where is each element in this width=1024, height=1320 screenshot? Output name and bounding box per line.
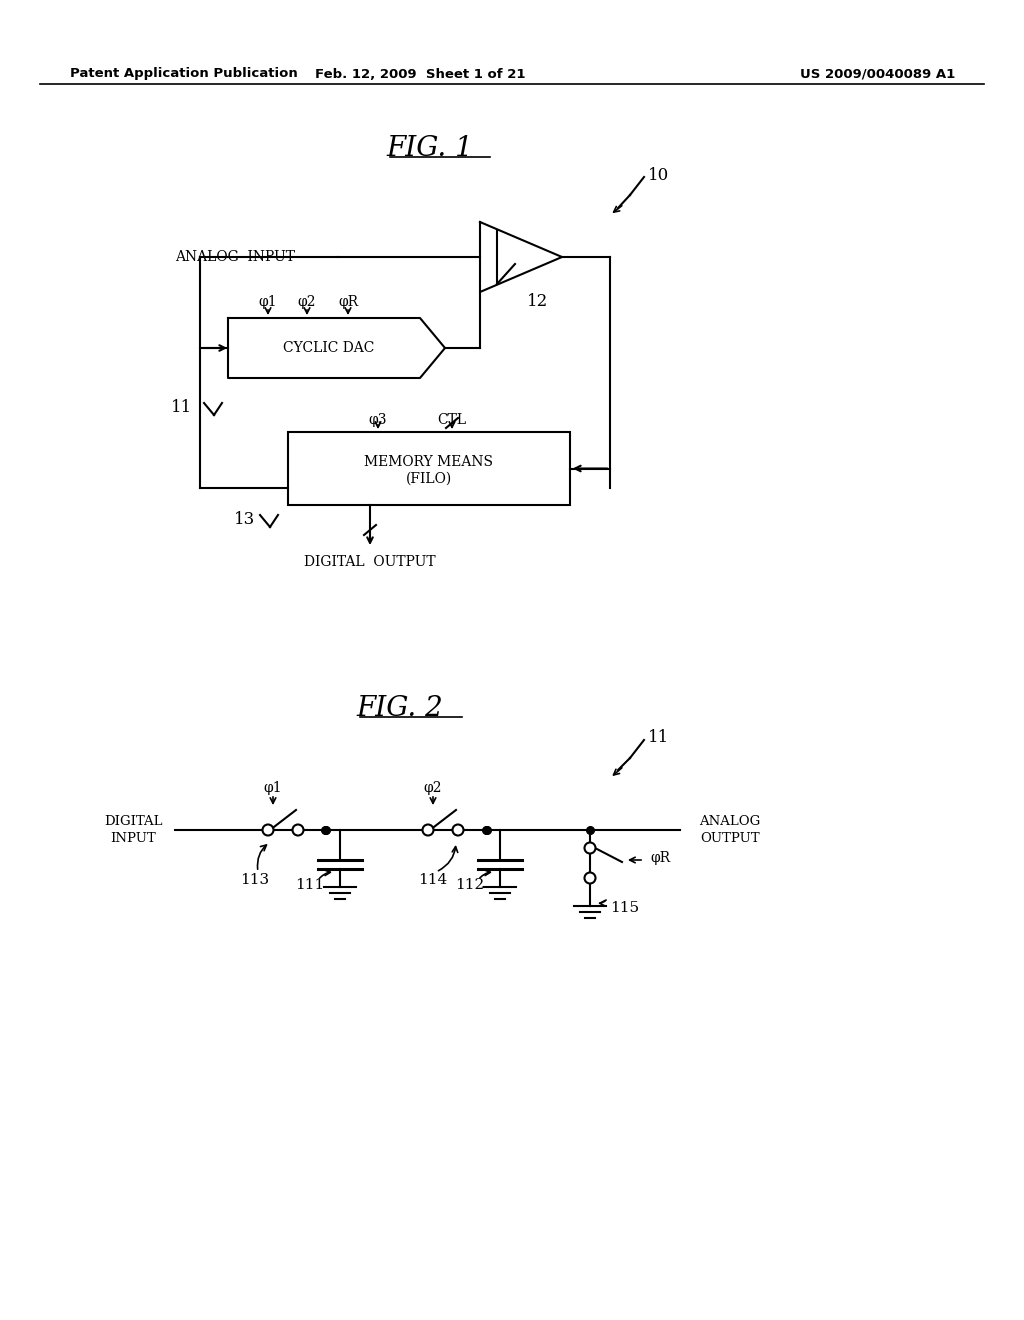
Text: FIG. 1: FIG. 1 (387, 135, 473, 161)
Text: φ1: φ1 (264, 781, 283, 795)
Text: CYCLIC DAC: CYCLIC DAC (284, 341, 375, 355)
Text: 115: 115 (610, 902, 639, 915)
Text: 114: 114 (419, 873, 447, 887)
Text: MEMORY MEANS: MEMORY MEANS (365, 454, 494, 469)
Circle shape (262, 825, 273, 836)
Text: DIGITAL  OUTPUT: DIGITAL OUTPUT (304, 554, 436, 569)
Circle shape (585, 842, 596, 854)
Text: φR: φR (650, 851, 670, 865)
Bar (288, 432, 570, 506)
Text: CTL: CTL (437, 413, 467, 426)
Text: 112: 112 (456, 878, 484, 892)
Text: 111: 111 (295, 878, 325, 892)
Text: DIGITAL
INPUT: DIGITAL INPUT (103, 814, 162, 845)
Text: 10: 10 (648, 166, 670, 183)
Text: φ2: φ2 (298, 294, 316, 309)
Text: φ2: φ2 (424, 781, 442, 795)
Circle shape (585, 873, 596, 883)
Text: Patent Application Publication: Patent Application Publication (70, 67, 298, 81)
Text: 11: 11 (171, 400, 193, 417)
Text: ANALOG  INPUT: ANALOG INPUT (175, 249, 295, 264)
Circle shape (453, 825, 464, 836)
Text: FIG. 2: FIG. 2 (356, 694, 443, 722)
Text: US 2009/0040089 A1: US 2009/0040089 A1 (800, 67, 955, 81)
Circle shape (293, 825, 303, 836)
Text: φ3: φ3 (369, 413, 387, 426)
Text: (FILO): (FILO) (406, 471, 453, 486)
Text: 13: 13 (233, 511, 255, 528)
Text: φR: φR (338, 294, 358, 309)
Text: 113: 113 (241, 873, 269, 887)
Text: 12: 12 (527, 293, 549, 310)
Circle shape (423, 825, 433, 836)
Text: φ1: φ1 (259, 294, 278, 309)
Text: 11: 11 (648, 730, 670, 747)
Text: ANALOG
OUTPUT: ANALOG OUTPUT (699, 814, 761, 845)
Text: Feb. 12, 2009  Sheet 1 of 21: Feb. 12, 2009 Sheet 1 of 21 (314, 67, 525, 81)
